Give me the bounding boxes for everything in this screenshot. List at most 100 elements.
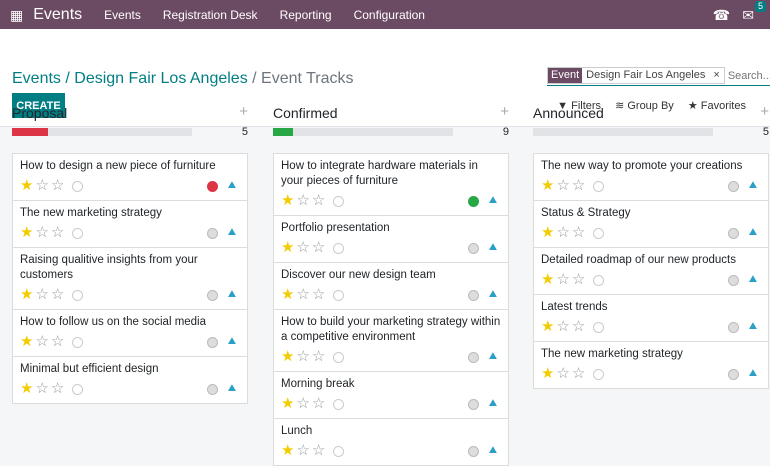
menu-registration-desk[interactable]: Registration Desk <box>162 7 258 22</box>
status-dot[interactable] <box>207 336 218 348</box>
status-dot[interactable] <box>207 289 218 301</box>
kanban-card[interactable]: The new way to promote your creations ★ ☆… <box>533 153 769 201</box>
priority-star-icon[interactable]: ☆ <box>296 395 310 412</box>
column-progress-bar[interactable] <box>273 128 453 136</box>
kanban-card[interactable]: How to integrate hardware materials in y… <box>273 153 509 216</box>
priority-star-icon[interactable]: ☆ <box>50 177 65 194</box>
kanban-card[interactable]: Status & Strategy ★ ☆ ☆ ⛰ <box>533 201 769 248</box>
priority-star-icon[interactable]: ★ <box>20 224 34 241</box>
priority-star-icon[interactable]: ☆ <box>311 442 326 459</box>
group-by-button[interactable]: ≋ Group By <box>615 100 674 112</box>
priority-star-icon[interactable]: ★ <box>541 224 555 241</box>
activity-clock-icon[interactable] <box>333 445 345 457</box>
priority-star-icon[interactable]: ☆ <box>311 348 326 365</box>
activity-clock-icon[interactable] <box>72 227 84 239</box>
status-dot[interactable] <box>728 368 739 380</box>
priority-star-icon[interactable]: ☆ <box>35 380 49 397</box>
activity-clock-icon[interactable] <box>593 227 605 239</box>
priority-star-icon[interactable]: ☆ <box>50 380 65 397</box>
search-input[interactable] <box>727 69 770 82</box>
priority-star-icon[interactable]: ☆ <box>50 333 65 350</box>
status-dot[interactable] <box>468 195 479 207</box>
status-dot[interactable] <box>207 383 218 395</box>
kanban-card[interactable]: Discover our new design team ★ ☆ ☆ ⛰ <box>273 263 509 310</box>
create-button[interactable]: CREATE <box>12 93 65 118</box>
priority-star-icon[interactable]: ☆ <box>311 239 326 256</box>
app-title[interactable]: Events <box>33 5 83 23</box>
status-dot[interactable] <box>468 289 479 301</box>
activity-clock-icon[interactable] <box>593 321 605 333</box>
kanban-card[interactable]: How to follow us on the social media ★ ☆ ☆… <box>12 310 248 357</box>
kanban-card[interactable]: Lunch ★ ☆ ☆ ⛰ <box>273 419 509 466</box>
kanban-card[interactable]: How to design a new piece of furniture ★… <box>12 153 248 201</box>
activity-clock-icon[interactable] <box>333 242 345 254</box>
status-dot[interactable] <box>728 227 739 239</box>
column-progress-bar[interactable] <box>533 128 713 136</box>
priority-star-icon[interactable]: ☆ <box>296 286 310 303</box>
priority-star-icon[interactable]: ★ <box>20 380 34 397</box>
priority-star-icon[interactable]: ☆ <box>556 224 570 241</box>
activity-clock-icon[interactable] <box>72 180 84 192</box>
activity-clock-icon[interactable] <box>333 351 345 363</box>
priority-star-icon[interactable]: ☆ <box>571 318 586 335</box>
quick-create-icon[interactable]: + <box>239 103 248 120</box>
status-dot[interactable] <box>728 180 739 192</box>
activity-clock-icon[interactable] <box>72 289 84 301</box>
status-dot[interactable] <box>728 274 739 286</box>
status-dot[interactable] <box>468 398 479 410</box>
priority-star-icon[interactable]: ☆ <box>296 239 310 256</box>
priority-star-icon[interactable]: ☆ <box>35 286 49 303</box>
kanban-card[interactable]: The new marketing strategy ★ ☆ ☆ ⛰ <box>12 201 248 248</box>
priority-star-icon[interactable]: ★ <box>281 348 295 365</box>
priority-star-icon[interactable]: ☆ <box>556 271 570 288</box>
breadcrumb-events[interactable]: Events <box>12 70 61 87</box>
kanban-card[interactable]: The new marketing strategy ★ ☆ ☆ ⛰ <box>533 342 769 389</box>
priority-star-icon[interactable]: ☆ <box>50 286 65 303</box>
status-dot[interactable] <box>207 180 218 192</box>
priority-star-icon[interactable]: ★ <box>541 271 555 288</box>
priority-star-icon[interactable]: ☆ <box>571 177 586 194</box>
kanban-card[interactable]: Portfolio presentation ★ ☆ ☆ ⛰ <box>273 216 509 263</box>
priority-star-icon[interactable]: ☆ <box>311 192 326 209</box>
kanban-card[interactable]: How to build your marketing strategy wit… <box>273 310 509 372</box>
favorites-button[interactable]: ★ Favorites <box>687 100 746 112</box>
quick-create-icon[interactable]: + <box>760 103 769 120</box>
menu-configuration[interactable]: Configuration <box>353 7 425 22</box>
activity-clock-icon[interactable] <box>72 383 84 395</box>
status-dot[interactable] <box>468 445 479 457</box>
priority-star-icon[interactable]: ☆ <box>296 348 310 365</box>
status-dot[interactable] <box>468 242 479 254</box>
priority-star-icon[interactable]: ★ <box>281 395 295 412</box>
priority-star-icon[interactable]: ★ <box>281 239 295 256</box>
menu-reporting[interactable]: Reporting <box>279 7 332 22</box>
priority-star-icon[interactable]: ☆ <box>296 442 310 459</box>
chat-button[interactable]: ✉ 5 <box>742 0 766 23</box>
priority-star-icon[interactable]: ☆ <box>35 177 49 194</box>
priority-star-icon[interactable]: ☆ <box>50 224 65 241</box>
priority-star-icon[interactable]: ★ <box>20 286 34 303</box>
kanban-card[interactable]: Minimal but efficient design ★ ☆ ☆ ⛰ <box>12 357 248 404</box>
activity-clock-icon[interactable] <box>333 195 345 207</box>
priority-star-icon[interactable]: ☆ <box>571 224 586 241</box>
quick-create-icon[interactable]: + <box>500 103 509 120</box>
activity-clock-icon[interactable] <box>333 289 345 301</box>
priority-star-icon[interactable]: ★ <box>541 177 555 194</box>
priority-star-icon[interactable]: ★ <box>20 333 34 350</box>
activity-clock-icon[interactable] <box>593 180 605 192</box>
priority-star-icon[interactable]: ★ <box>541 318 555 335</box>
priority-star-icon[interactable]: ★ <box>281 442 295 459</box>
priority-star-icon[interactable]: ★ <box>541 365 555 382</box>
activity-clock-icon[interactable] <box>333 398 345 410</box>
remove-facet-icon[interactable]: × <box>713 69 720 81</box>
priority-star-icon[interactable]: ☆ <box>35 333 49 350</box>
menu-events[interactable]: Events <box>104 7 141 22</box>
status-dot[interactable] <box>207 227 218 239</box>
apps-menu-icon[interactable]: ▦ <box>10 6 24 23</box>
activity-clock-icon[interactable] <box>593 274 605 286</box>
priority-star-icon[interactable]: ★ <box>20 177 34 194</box>
priority-star-icon[interactable]: ☆ <box>311 395 326 412</box>
kanban-card[interactable]: Morning break ★ ☆ ☆ ⛰ <box>273 372 509 419</box>
priority-star-icon[interactable]: ☆ <box>556 365 570 382</box>
priority-star-icon[interactable]: ☆ <box>571 271 586 288</box>
kanban-card[interactable]: Raising qualitive insights from your cus… <box>12 248 248 310</box>
